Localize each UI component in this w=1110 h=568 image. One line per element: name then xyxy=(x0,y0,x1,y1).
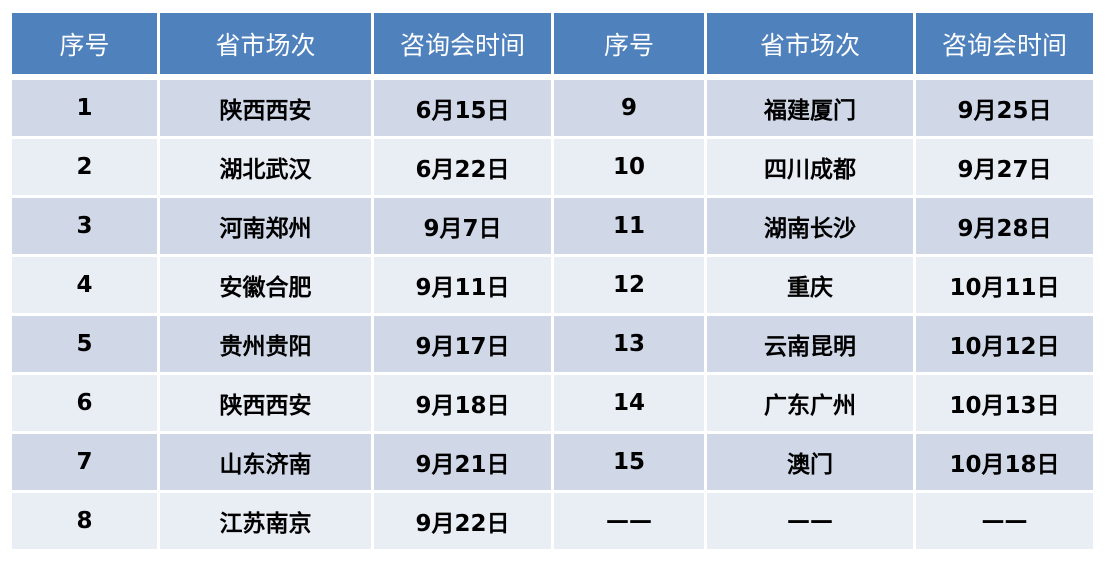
header-row: 序号 省市场次 咨询会时间 序号 省市场次 咨询会时间 xyxy=(12,13,1093,77)
index-cell: 4 xyxy=(12,257,157,313)
date-cell: 6月15日 xyxy=(374,80,551,136)
date-cell: 9月28日 xyxy=(916,198,1093,254)
index-cell: 9 xyxy=(554,80,704,136)
city-cell: 重庆 xyxy=(707,257,913,313)
city-cell: 陕西西安 xyxy=(160,375,371,431)
schedule-table: 序号 省市场次 咨询会时间 序号 省市场次 咨询会时间 1 陕西西安 6月15日 9 福… xyxy=(9,10,1096,552)
table-row: 1 陕西西安 6月15日 9 福建厦门 9月25日 xyxy=(12,80,1093,136)
date-cell: 9月25日 xyxy=(916,80,1093,136)
city-cell: 云南昆明 xyxy=(707,316,913,372)
index-cell: 6 xyxy=(12,375,157,431)
index-cell: 15 xyxy=(554,434,704,490)
header-cell: 序号 xyxy=(554,13,704,77)
city-cell: 澳门 xyxy=(707,434,913,490)
city-cell: 陕西西安 xyxy=(160,80,371,136)
city-cell: 四川成都 xyxy=(707,139,913,195)
table-row: 4 安徽合肥 9月11日 12 重庆 10月11日 xyxy=(12,257,1093,313)
index-cell: 10 xyxy=(554,139,704,195)
table-row: 6 陕西西安 9月18日 14 广东广州 10月13日 xyxy=(12,375,1093,431)
index-cell: 14 xyxy=(554,375,704,431)
date-cell: —— xyxy=(916,493,1093,549)
city-cell: —— xyxy=(707,493,913,549)
table-row: 2 湖北武汉 6月22日 10 四川成都 9月27日 xyxy=(12,139,1093,195)
date-cell: 9月18日 xyxy=(374,375,551,431)
header-cell: 序号 xyxy=(12,13,157,77)
city-cell: 江苏南京 xyxy=(160,493,371,549)
index-cell: 5 xyxy=(12,316,157,372)
city-cell: 广东广州 xyxy=(707,375,913,431)
header-cell: 咨询会时间 xyxy=(374,13,551,77)
index-cell: 13 xyxy=(554,316,704,372)
city-cell: 贵州贵阳 xyxy=(160,316,371,372)
index-cell: 2 xyxy=(12,139,157,195)
date-cell: 10月18日 xyxy=(916,434,1093,490)
table-row: 3 河南郑州 9月7日 11 湖南长沙 9月28日 xyxy=(12,198,1093,254)
header-cell: 省市场次 xyxy=(707,13,913,77)
city-cell: 福建厦门 xyxy=(707,80,913,136)
table-row: 5 贵州贵阳 9月17日 13 云南昆明 10月12日 xyxy=(12,316,1093,372)
date-cell: 9月7日 xyxy=(374,198,551,254)
date-cell: 10月11日 xyxy=(916,257,1093,313)
date-cell: 6月22日 xyxy=(374,139,551,195)
date-cell: 10月12日 xyxy=(916,316,1093,372)
index-cell: 11 xyxy=(554,198,704,254)
city-cell: 河南郑州 xyxy=(160,198,371,254)
index-cell: 8 xyxy=(12,493,157,549)
table-row: 7 山东济南 9月21日 15 澳门 10月18日 xyxy=(12,434,1093,490)
header-cell: 省市场次 xyxy=(160,13,371,77)
index-cell: 12 xyxy=(554,257,704,313)
city-cell: 山东济南 xyxy=(160,434,371,490)
index-cell: —— xyxy=(554,493,704,549)
date-cell: 9月17日 xyxy=(374,316,551,372)
date-cell: 9月11日 xyxy=(374,257,551,313)
city-cell: 安徽合肥 xyxy=(160,257,371,313)
city-cell: 湖北武汉 xyxy=(160,139,371,195)
table-row: 8 江苏南京 9月22日 —— —— —— xyxy=(12,493,1093,549)
index-cell: 7 xyxy=(12,434,157,490)
index-cell: 3 xyxy=(12,198,157,254)
date-cell: 10月13日 xyxy=(916,375,1093,431)
date-cell: 9月22日 xyxy=(374,493,551,549)
index-cell: 1 xyxy=(12,80,157,136)
city-cell: 湖南长沙 xyxy=(707,198,913,254)
date-cell: 9月27日 xyxy=(916,139,1093,195)
header-cell: 咨询会时间 xyxy=(916,13,1093,77)
date-cell: 9月21日 xyxy=(374,434,551,490)
